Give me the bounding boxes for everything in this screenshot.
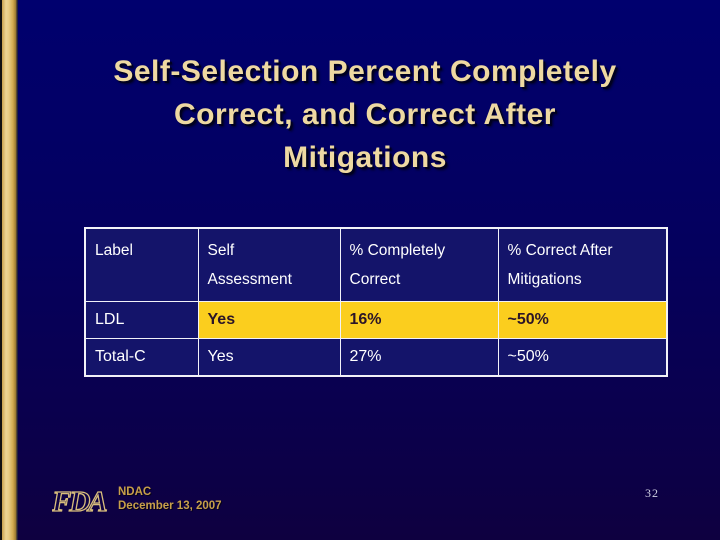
cell-total-c-self-assessment: Yes: [197, 338, 341, 376]
cell-total-c-pct-completely-correct: 27%: [339, 338, 499, 376]
cell-ldl-pct-completely-correct: 16%: [339, 301, 499, 339]
results-table: Label Self Assessment % Completely Corre…: [84, 227, 668, 377]
footer: FDA NDAC December 13, 2007: [52, 483, 222, 517]
table-row-ldl: LDL Yes 16% ~50%: [84, 301, 668, 339]
page-number: 32: [645, 486, 659, 500]
cell-total-c-pct-correct-after-mitigations: ~50%: [497, 338, 668, 376]
header-text: Correct: [349, 271, 401, 288]
fda-logo-icon: FDA: [52, 485, 110, 517]
header-text: Label: [95, 242, 133, 259]
title-line-3: Mitigations: [283, 141, 447, 174]
cell-ldl-pct-correct-after-mitigations: ~50%: [497, 301, 668, 339]
title-line-2: Correct, and Correct After: [174, 98, 556, 131]
col-header-label: Label: [84, 227, 199, 302]
cell-total-c-label: Total-C: [84, 338, 199, 376]
footer-date: December 13, 2007: [118, 500, 222, 512]
header-text: Mitigations: [507, 271, 582, 288]
header-text: Self: [207, 242, 235, 259]
header-text: % Correct After: [507, 242, 613, 259]
table-row-total-c: Total-C Yes 27% ~50%: [84, 338, 668, 376]
title-line-1: Self-Selection Percent Completely: [113, 55, 617, 88]
footer-text: NDAC December 13, 2007: [118, 483, 222, 513]
header-text: Assessment: [207, 271, 292, 288]
col-header-pct-correct-after-mitigations: % Correct After Mitigations: [497, 227, 668, 302]
cell-ldl-self-assessment: Yes: [197, 301, 341, 339]
col-header-self-assessment: Self Assessment: [197, 227, 341, 302]
cell-ldl-label: LDL: [84, 301, 199, 339]
slide-title: Self-Selection Percent Completely Correc…: [50, 50, 680, 179]
svg-text:FDA: FDA: [52, 486, 107, 517]
footer-org: NDAC: [118, 486, 152, 498]
left-gold-stripe: [0, 0, 18, 540]
table-header-row: Label Self Assessment % Completely Corre…: [84, 227, 668, 302]
header-text: % Completely: [349, 242, 446, 259]
col-header-pct-completely-correct: % Completely Correct: [339, 227, 499, 302]
